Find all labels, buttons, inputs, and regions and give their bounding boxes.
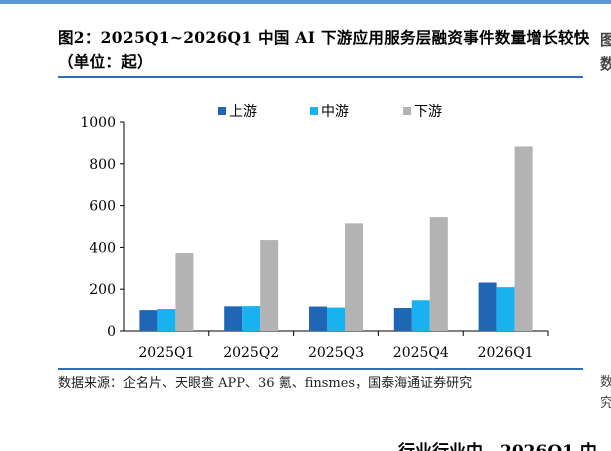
y-tick-label: 0 xyxy=(107,324,116,340)
bar-chart: 0 200 400 600 800 1000 2025Q1 2025Q2 2025Q3 2025Q… xyxy=(80,104,549,361)
bar-上游-2025Q1 xyxy=(139,310,158,331)
legend-label-上游: 上游 xyxy=(229,104,257,120)
bar-中游-2025Q2 xyxy=(242,306,261,331)
y-tick-label: 400 xyxy=(89,240,116,256)
adjacent-column-fragment-top: 图 数 xyxy=(600,31,611,73)
bar-上游-2025Q4 xyxy=(393,308,412,331)
bar-上游-2025Q2 xyxy=(224,306,243,331)
bar-下游-2025Q3 xyxy=(345,223,363,331)
top-rule xyxy=(0,0,611,4)
x-tick-label: 2026Q1 xyxy=(478,345,534,361)
legend-swatch-上游 xyxy=(218,107,226,115)
source-note: 数据来源：企名片、天眼查 APP、36 氪、finsmes，国泰海通证券研究 xyxy=(58,376,473,391)
x-tick-label: 2025Q1 xyxy=(138,345,194,361)
bar-中游-2025Q1 xyxy=(157,309,176,331)
bar-下游-2025Q4 xyxy=(429,217,448,331)
source-rule xyxy=(58,368,583,370)
x-tick-label: 2025Q4 xyxy=(393,345,449,361)
bar-中游-2025Q4 xyxy=(411,300,430,331)
bar-下游-2026Q1 xyxy=(514,146,533,331)
y-tick-label: 1000 xyxy=(80,115,116,131)
y-tick-label: 800 xyxy=(89,157,116,173)
y-tick-label: 600 xyxy=(89,199,116,215)
cut-off-heading: 行业行业中，2026Q1 中 xyxy=(398,438,611,451)
legend-swatch-中游 xyxy=(310,107,318,115)
bar-上游-2026Q1 xyxy=(478,282,497,331)
x-tick-label: 2025Q3 xyxy=(308,345,364,361)
bar-中游-2026Q1 xyxy=(496,287,515,331)
bar-中游-2025Q3 xyxy=(327,307,345,331)
adjacent-column-fragment-bottom: 数 究 xyxy=(600,375,611,411)
legend-swatch-下游 xyxy=(403,107,411,115)
title-rule xyxy=(58,76,583,78)
legend-label-中游: 中游 xyxy=(321,104,349,120)
legend-label-下游: 下游 xyxy=(414,104,442,120)
bar-下游-2025Q2 xyxy=(260,240,279,331)
cut-off-heading-text: 行业行业中，2026Q1 中 xyxy=(398,442,597,451)
chart-area: 0 200 400 600 800 1000 2025Q1 2025Q2 2025Q3 2025Q… xyxy=(58,90,583,372)
bar-上游-2025Q3 xyxy=(309,306,327,331)
bar-下游-2025Q1 xyxy=(175,253,194,331)
figure-title: 图2：2025Q1~2026Q1 中国 AI 下游应用服务层融资事件数量增长较快… xyxy=(58,28,590,71)
y-tick-label: 200 xyxy=(89,282,116,298)
x-tick-label: 2025Q2 xyxy=(223,345,279,361)
